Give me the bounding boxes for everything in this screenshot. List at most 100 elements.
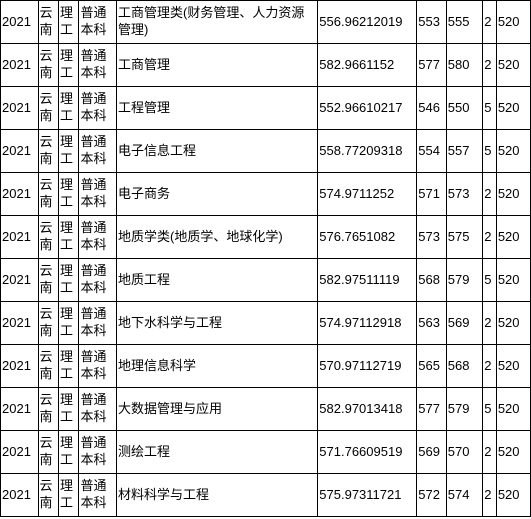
cell-avg: 574.9711252 — [318, 173, 417, 216]
cell-major: 测绘工程 — [117, 431, 318, 474]
cell-year: 2021 — [1, 216, 39, 259]
cell-n3: 5 — [483, 130, 497, 173]
cell-avg: 571.76609519 — [318, 431, 417, 474]
cell-n1: 568 — [417, 259, 447, 302]
cell-province: 云南 — [38, 1, 58, 44]
cell-major: 地质学类(地质学、地球化学) — [117, 216, 318, 259]
cell-major: 电子信息工程 — [117, 130, 318, 173]
cell-n1: 571 — [417, 173, 447, 216]
cell-n2: 550 — [446, 87, 482, 130]
cell-track: 理工 — [59, 130, 79, 173]
cell-n1: 554 — [417, 130, 447, 173]
cell-avg: 582.9661152 — [318, 44, 417, 87]
cell-major: 工程管理 — [117, 87, 318, 130]
cell-year: 2021 — [1, 431, 39, 474]
cell-ctrl: 520 — [496, 388, 530, 431]
cell-n3: 2 — [483, 1, 497, 44]
cell-province: 云南 — [38, 302, 58, 345]
cell-year: 2021 — [1, 388, 39, 431]
cell-major: 地下水科学与工程 — [117, 302, 318, 345]
cell-year: 2021 — [1, 259, 39, 302]
cell-n2: 573 — [446, 173, 482, 216]
cell-year: 2021 — [1, 474, 39, 517]
cell-n1: 546 — [417, 87, 447, 130]
cell-n1: 573 — [417, 216, 447, 259]
cell-year: 2021 — [1, 173, 39, 216]
cell-ctrl: 520 — [496, 259, 530, 302]
cell-major: 大数据管理与应用 — [117, 388, 318, 431]
cell-track: 理工 — [59, 302, 79, 345]
cell-avg: 576.7651082 — [318, 216, 417, 259]
cell-n3: 2 — [483, 173, 497, 216]
cell-n1: 563 — [417, 302, 447, 345]
cell-n3: 2 — [483, 431, 497, 474]
cell-track: 理工 — [59, 474, 79, 517]
cell-track: 理工 — [59, 44, 79, 87]
cell-province: 云南 — [38, 44, 58, 87]
cell-track: 理工 — [59, 1, 79, 44]
cell-major: 地质工程 — [117, 259, 318, 302]
table-row: 2021云南理工普通本科工程管理552.966102175465505520 — [1, 87, 531, 130]
cell-level: 普通本科 — [79, 87, 117, 130]
cell-ctrl: 520 — [496, 1, 530, 44]
table-row: 2021云南理工普通本科地下水科学与工程574.9711291856356925… — [1, 302, 531, 345]
cell-n2: 555 — [446, 1, 482, 44]
admissions-table: 2021云南理工普通本科工商管理类(财务管理、人力资源管理)556.962120… — [0, 0, 531, 517]
cell-avg: 556.96212019 — [318, 1, 417, 44]
cell-ctrl: 520 — [496, 216, 530, 259]
cell-level: 普通本科 — [79, 302, 117, 345]
cell-n2: 570 — [446, 431, 482, 474]
cell-ctrl: 520 — [496, 474, 530, 517]
cell-level: 普通本科 — [79, 345, 117, 388]
cell-major: 地理信息科学 — [117, 345, 318, 388]
cell-avg: 558.77209318 — [318, 130, 417, 173]
table-row: 2021云南理工普通本科电子信息工程558.772093185545575520 — [1, 130, 531, 173]
cell-province: 云南 — [38, 173, 58, 216]
cell-ctrl: 520 — [496, 345, 530, 388]
cell-ctrl: 520 — [496, 173, 530, 216]
cell-track: 理工 — [59, 173, 79, 216]
cell-level: 普通本科 — [79, 130, 117, 173]
cell-province: 云南 — [38, 130, 58, 173]
cell-major: 工商管理 — [117, 44, 318, 87]
cell-n1: 553 — [417, 1, 447, 44]
cell-n3: 2 — [483, 302, 497, 345]
cell-level: 普通本科 — [79, 474, 117, 517]
cell-year: 2021 — [1, 345, 39, 388]
cell-track: 理工 — [59, 259, 79, 302]
cell-major: 工商管理类(财务管理、人力资源管理) — [117, 1, 318, 44]
table-row: 2021云南理工普通本科工商管理类(财务管理、人力资源管理)556.962120… — [1, 1, 531, 44]
cell-n2: 580 — [446, 44, 482, 87]
cell-n1: 569 — [417, 431, 447, 474]
cell-major: 材料科学与工程 — [117, 474, 318, 517]
cell-n2: 569 — [446, 302, 482, 345]
cell-n3: 2 — [483, 216, 497, 259]
table-row: 2021云南理工普通本科工商管理582.96611525775802520 — [1, 44, 531, 87]
cell-major: 电子商务 — [117, 173, 318, 216]
cell-avg: 570.97112719 — [318, 345, 417, 388]
cell-n3: 5 — [483, 87, 497, 130]
cell-n3: 5 — [483, 388, 497, 431]
cell-level: 普通本科 — [79, 431, 117, 474]
cell-avg: 582.97511119 — [318, 259, 417, 302]
cell-n3: 2 — [483, 345, 497, 388]
cell-province: 云南 — [38, 431, 58, 474]
cell-n2: 579 — [446, 388, 482, 431]
cell-track: 理工 — [59, 388, 79, 431]
cell-n2: 579 — [446, 259, 482, 302]
cell-level: 普通本科 — [79, 216, 117, 259]
cell-province: 云南 — [38, 259, 58, 302]
cell-track: 理工 — [59, 216, 79, 259]
cell-avg: 575.97311721 — [318, 474, 417, 517]
cell-n2: 568 — [446, 345, 482, 388]
table-row: 2021云南理工普通本科地理信息科学570.971127195655682520 — [1, 345, 531, 388]
table-row: 2021云南理工普通本科电子商务574.97112525715732520 — [1, 173, 531, 216]
cell-avg: 582.97013418 — [318, 388, 417, 431]
cell-ctrl: 520 — [496, 431, 530, 474]
cell-level: 普通本科 — [79, 1, 117, 44]
cell-n1: 565 — [417, 345, 447, 388]
cell-n3: 2 — [483, 474, 497, 517]
cell-ctrl: 520 — [496, 302, 530, 345]
table-row: 2021云南理工普通本科测绘工程571.766095195695702520 — [1, 431, 531, 474]
cell-n3: 5 — [483, 259, 497, 302]
